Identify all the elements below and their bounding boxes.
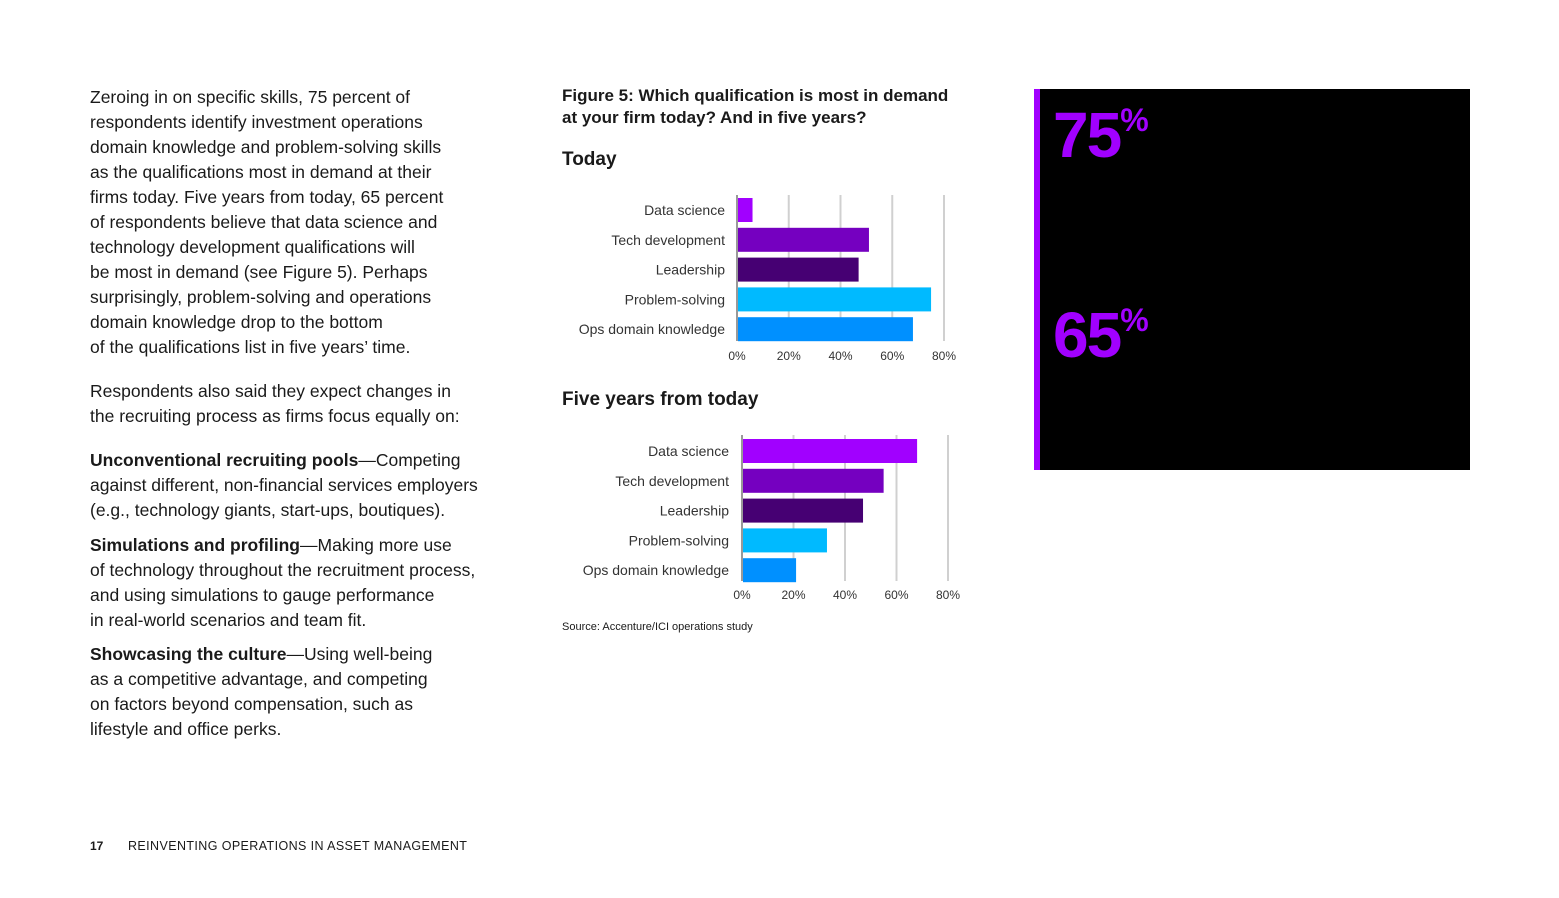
bullet-text: on factors beyond compensation, such as bbox=[90, 694, 413, 714]
stat-number: 75 bbox=[1053, 99, 1121, 171]
bullet-text: of technology throughout the recruitment… bbox=[90, 560, 475, 580]
bar bbox=[743, 439, 918, 463]
body-text: be most in demand (see Figure 5). Perhap… bbox=[90, 262, 428, 282]
bullet-text: as a competitive advantage, and competin… bbox=[90, 669, 428, 689]
stat-accent bbox=[1034, 89, 1040, 470]
page-number: 17 bbox=[90, 839, 104, 853]
bar bbox=[738, 317, 913, 342]
chart-title: Today bbox=[562, 149, 617, 170]
body-text: Zeroing in on specific skills, 75 percen… bbox=[90, 87, 410, 107]
bullet-text: in real-world scenarios and team fit. bbox=[90, 610, 366, 630]
bullet-text: Simulations and profiling—Making more us… bbox=[90, 535, 452, 555]
x-tick-label: 0% bbox=[728, 349, 746, 363]
body-text: the recruiting process as firms focus eq… bbox=[90, 406, 460, 426]
bullet-text: lifestyle and office perks. bbox=[90, 719, 281, 739]
bar bbox=[743, 528, 827, 553]
x-tick-label: 20% bbox=[781, 588, 805, 602]
category-label: Data science bbox=[648, 443, 729, 459]
body-text: surprisingly, problem-solving and operat… bbox=[90, 287, 431, 307]
body-text: of the qualifications list in five years… bbox=[90, 337, 410, 357]
stat-unit: % bbox=[1120, 102, 1148, 138]
category-label: Leadership bbox=[656, 262, 725, 278]
chart-title: Five years from today bbox=[562, 389, 759, 410]
bullet-text: —Using well-being bbox=[286, 644, 432, 664]
category-label: Ops domain knowledge bbox=[579, 321, 726, 337]
stat-number: 65 bbox=[1053, 299, 1121, 371]
body-text: technology development qualifications wi… bbox=[90, 237, 415, 257]
bar bbox=[743, 558, 797, 583]
category-label: Problem-solving bbox=[629, 532, 729, 548]
bullet-text: —Competing bbox=[358, 450, 460, 470]
bar bbox=[738, 227, 869, 252]
category-label: Tech development bbox=[615, 473, 729, 489]
x-tick-label: 40% bbox=[833, 588, 857, 602]
bar bbox=[743, 498, 864, 523]
x-tick-label: 80% bbox=[932, 349, 956, 363]
x-tick-label: 20% bbox=[777, 349, 801, 363]
body-text: domain knowledge drop to the bottom bbox=[90, 312, 383, 332]
source: Source: Accenture/ICI operations study bbox=[562, 621, 753, 633]
bar bbox=[738, 198, 753, 222]
bar bbox=[738, 287, 932, 312]
body-text: of respondents believe that data science… bbox=[90, 212, 437, 232]
bullet-text: and using simulations to gauge performan… bbox=[90, 585, 434, 605]
figure-title: Figure 5: Which qualification is most in… bbox=[562, 86, 948, 105]
bar bbox=[738, 257, 859, 282]
bullet-lead: Simulations and profiling bbox=[90, 535, 300, 555]
body-text: respondents identify investment operatio… bbox=[90, 112, 423, 132]
category-label: Leadership bbox=[660, 503, 729, 519]
bullet-lead: Unconventional recruiting pools bbox=[90, 450, 359, 470]
figure-title: at your firm today? And in five years? bbox=[562, 108, 867, 127]
x-tick-label: 0% bbox=[733, 588, 751, 602]
bullet-text: Showcasing the culture—Using well-being bbox=[90, 644, 432, 664]
category-label: Data science bbox=[644, 202, 725, 218]
body-text: as the qualifications most in demand at … bbox=[90, 162, 432, 182]
x-tick-label: 40% bbox=[828, 349, 852, 363]
bullet-text: (e.g., technology giants, start-ups, bou… bbox=[90, 500, 445, 520]
stat: 75% bbox=[1053, 99, 1148, 171]
bar bbox=[743, 468, 884, 493]
stat-unit: % bbox=[1120, 302, 1148, 338]
stat: 65% bbox=[1053, 299, 1148, 371]
bullet-lead: Showcasing the culture bbox=[90, 644, 287, 664]
x-tick-label: 60% bbox=[884, 588, 908, 602]
category-label: Ops domain knowledge bbox=[583, 562, 730, 578]
category-label: Problem-solving bbox=[625, 291, 725, 307]
bullet-text: —Making more use bbox=[300, 535, 452, 555]
body-text: domain knowledge and problem-solving ski… bbox=[90, 137, 441, 157]
x-tick-label: 60% bbox=[880, 349, 904, 363]
body-text: Respondents also said they expect change… bbox=[90, 381, 451, 401]
category-label: Tech development bbox=[611, 232, 725, 248]
body-text: firms today. Five years from today, 65 p… bbox=[90, 187, 444, 207]
bullet-text: Unconventional recruiting pools—Competin… bbox=[90, 450, 461, 470]
footer-title: REINVENTING OPERATIONS IN ASSET MANAGEME… bbox=[128, 839, 467, 853]
x-tick-label: 80% bbox=[936, 588, 960, 602]
stat-panel bbox=[1034, 89, 1470, 470]
bullet-text: against different, non-financial service… bbox=[90, 475, 478, 495]
